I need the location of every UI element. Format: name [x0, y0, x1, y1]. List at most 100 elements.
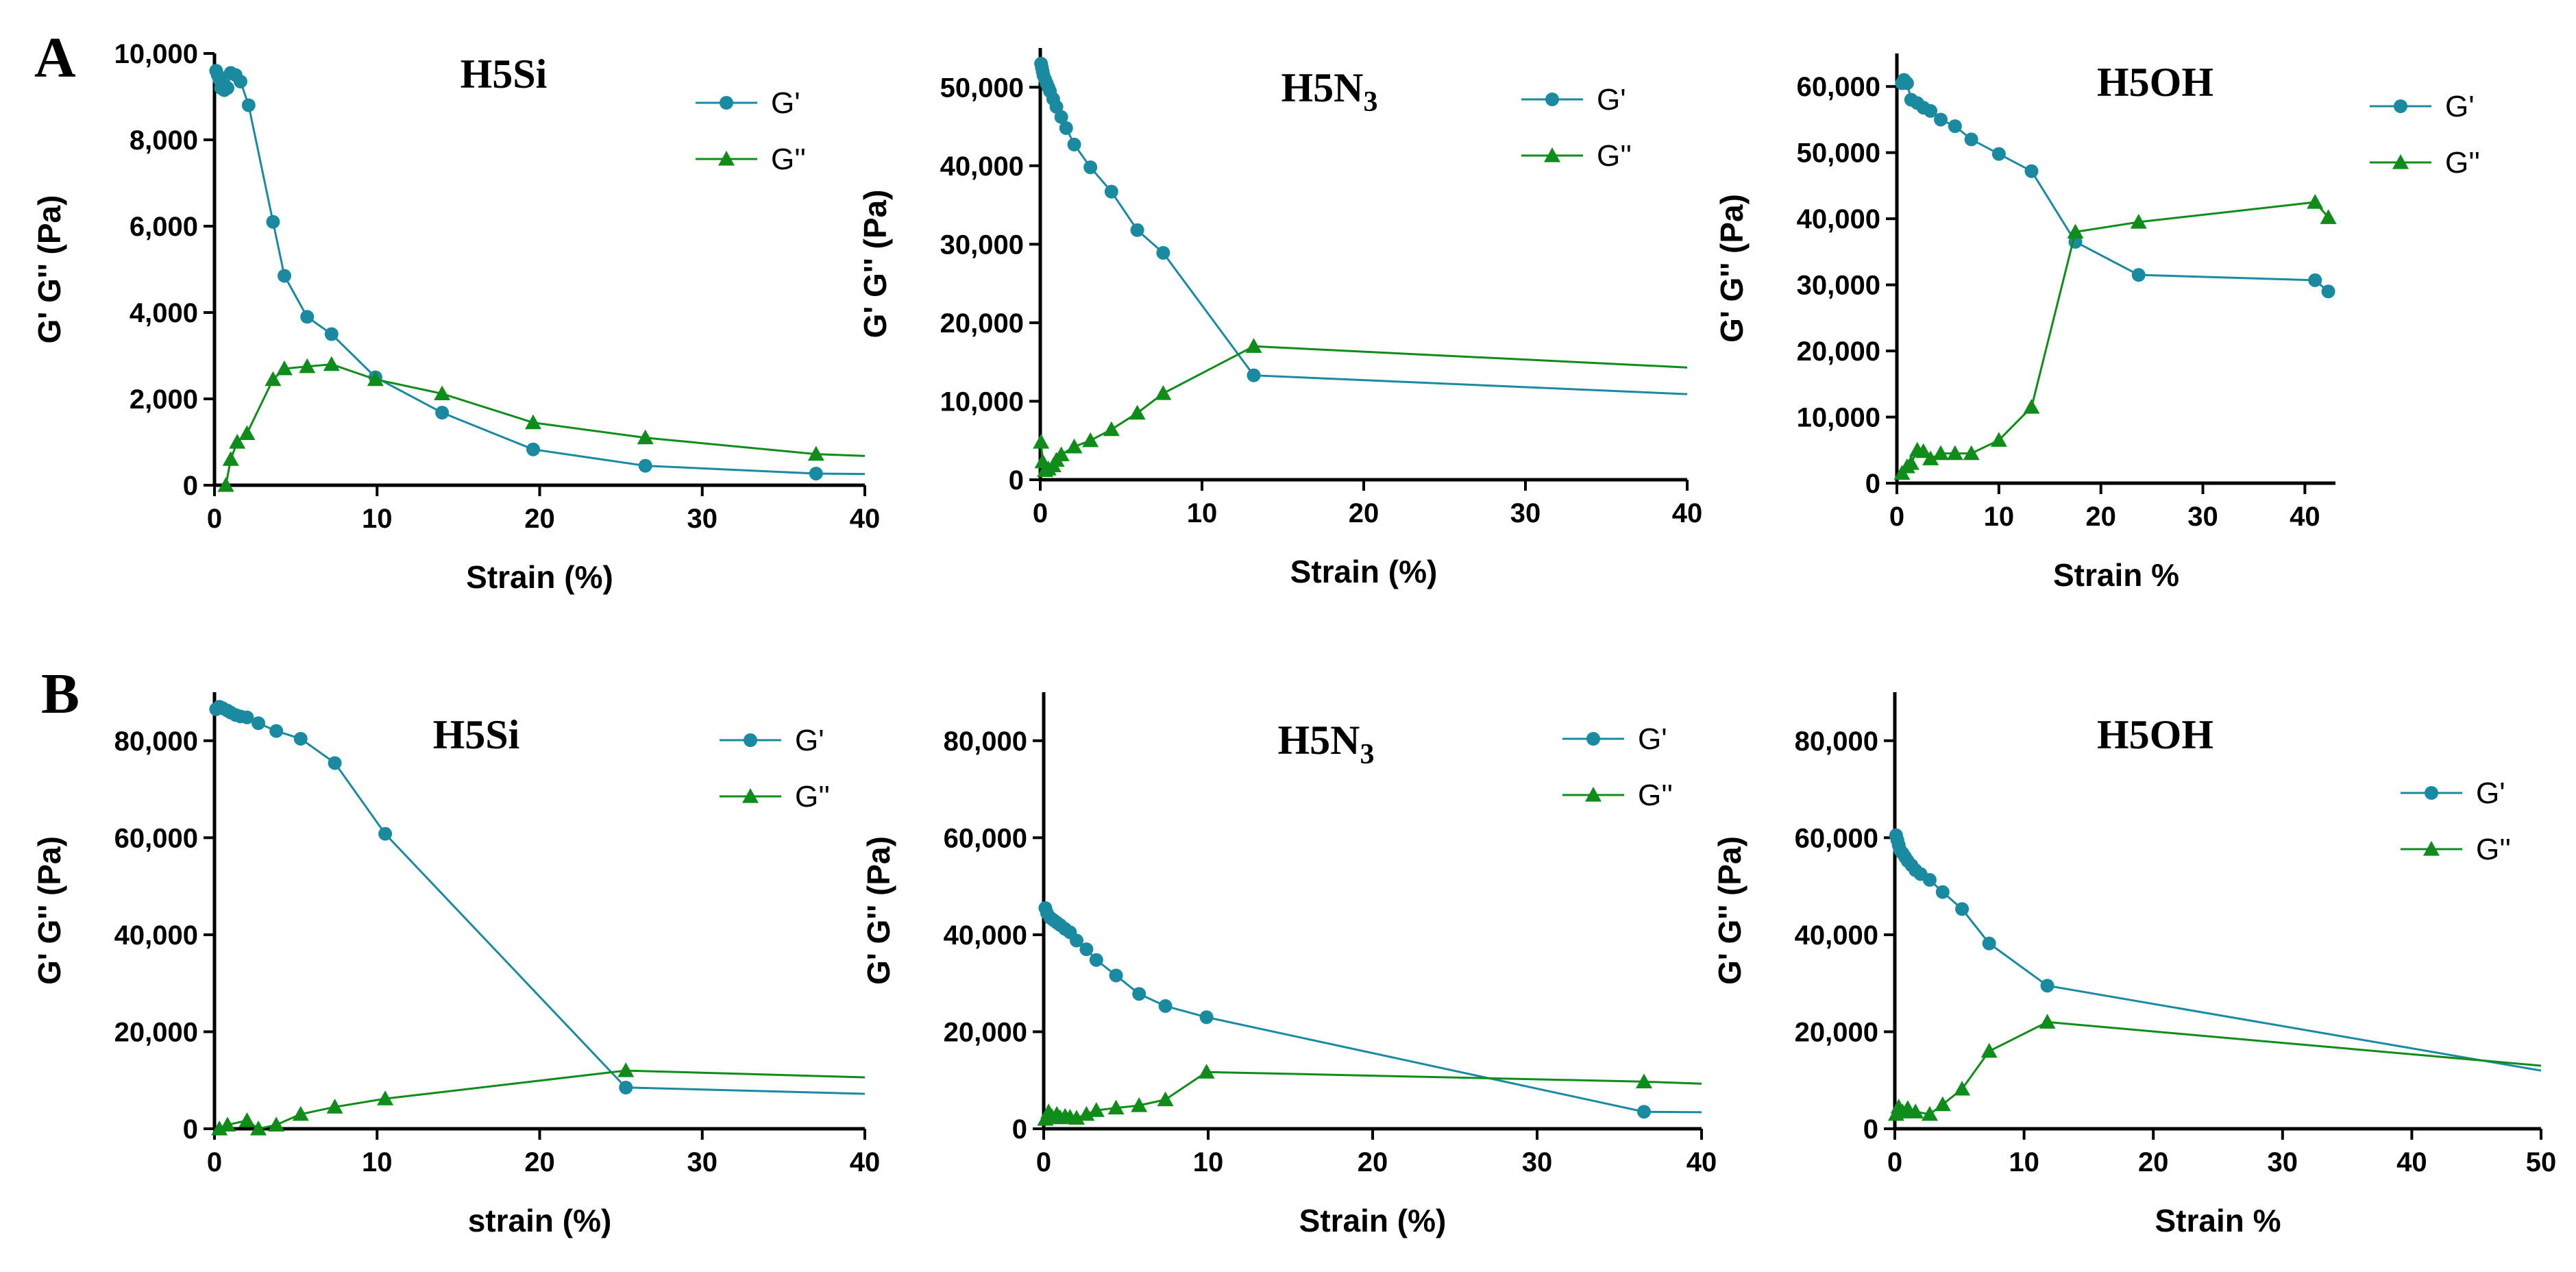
y-tick-label: 20,000	[944, 1017, 1027, 1047]
data-point	[1131, 1097, 1148, 1112]
chart-title: H5Si	[461, 51, 548, 97]
data-point	[328, 756, 342, 770]
data-point	[222, 451, 239, 466]
y-tick-label: 6,000	[130, 212, 198, 242]
data-point	[1103, 421, 1120, 437]
y-tick-label: 40,000	[1797, 204, 1880, 234]
data-point	[1948, 119, 1962, 134]
series-gprime	[1889, 828, 2542, 1072]
y-tick-label: 60,000	[114, 823, 198, 853]
data-point	[1089, 953, 1103, 967]
x-tick-label: 30	[1510, 498, 1541, 528]
legend-marker	[1544, 147, 1560, 162]
data-point	[1922, 872, 1937, 887]
data-point	[1049, 99, 1064, 114]
y-tick-label: 10,000	[1797, 403, 1880, 433]
legend-label: G''	[1597, 139, 1632, 173]
data-point	[2308, 273, 2322, 287]
data-point	[1924, 103, 1938, 118]
data-point	[638, 458, 652, 473]
x-axis-label: Strain (%)	[1290, 554, 1438, 589]
y-tick-label: 30,000	[940, 230, 1024, 260]
data-point	[1933, 445, 1949, 461]
x-tick-label: 50	[2526, 1147, 2557, 1177]
y-tick-label: 40,000	[1795, 920, 1878, 951]
legend-marker	[718, 151, 735, 166]
data-point	[1922, 450, 1939, 465]
chart-title: H5N3	[1281, 65, 1378, 118]
data-point	[250, 1121, 267, 1136]
legend-marker	[2423, 841, 2440, 856]
data-point	[1132, 987, 1146, 1001]
x-axis-label: Strain (%)	[466, 559, 613, 595]
data-point	[378, 827, 393, 841]
data-point	[526, 442, 541, 456]
data-point	[1088, 1102, 1105, 1117]
chart-2: 0 10 20 30 40 0 10,000 20,000 30,000 40,000 50,000…	[857, 48, 1702, 589]
series-line	[1895, 835, 2542, 1072]
y-tick-label: 2,000	[130, 384, 198, 415]
data-point	[1130, 223, 1144, 237]
series-gdouble	[211, 1062, 866, 1136]
data-point	[293, 731, 308, 746]
y-tick-label: 10,000	[940, 387, 1024, 417]
y-tick-label: 20,000	[1795, 1017, 1878, 1047]
series-line	[214, 70, 866, 476]
series-line	[1901, 201, 2329, 474]
legend-marker	[1545, 93, 1559, 106]
data-point	[809, 466, 823, 480]
data-point	[1902, 455, 1919, 470]
legend-marker	[720, 96, 733, 110]
data-point	[1059, 121, 1073, 135]
legend-marker	[744, 733, 757, 747]
data-point	[241, 98, 256, 112]
data-point	[266, 215, 280, 229]
legend-label: G''	[1638, 779, 1673, 812]
x-tick-label: 20	[1358, 1147, 1388, 1177]
data-point	[252, 716, 266, 731]
data-point	[367, 371, 384, 387]
y-axis-label: G' G'' (Pa)	[857, 190, 893, 339]
data-point	[1921, 1105, 1938, 1121]
data-point	[238, 425, 256, 440]
data-point	[1637, 1105, 1651, 1119]
data-point	[1900, 76, 1914, 90]
series-gprime	[209, 700, 866, 1095]
data-point	[1033, 434, 1050, 449]
charts-group: 0 10 20 30 4002,0004,0006,0008,00010,000Stra…	[32, 39, 2556, 1238]
series-line	[225, 363, 866, 486]
data-point	[1078, 1105, 1095, 1121]
chart-5: 0 10 20 30 40 0 20,000 40,000 60,000 80,000 Strain…	[861, 692, 1717, 1238]
data-point	[637, 429, 654, 445]
y-tick-label: 0	[1009, 465, 1024, 496]
data-point	[1982, 936, 1996, 951]
legend-label: G''	[2476, 833, 2511, 866]
series-gprime	[1038, 901, 1702, 1119]
x-tick-label: 20	[524, 1147, 555, 1177]
data-point	[220, 81, 234, 95]
data-point	[434, 385, 451, 401]
y-tick-label: 8,000	[130, 125, 198, 156]
x-tick-label: 30	[2187, 502, 2218, 532]
data-point	[1199, 1010, 1214, 1025]
y-tick-label: 30,000	[1797, 271, 1880, 301]
y-tick-label: 50,000	[940, 73, 1024, 103]
data-point	[1963, 445, 1980, 461]
data-point	[324, 327, 339, 341]
legend-marker	[2394, 99, 2407, 113]
x-tick-label: 20	[2138, 1147, 2169, 1177]
data-point	[265, 371, 282, 387]
legend-label: G'	[2476, 776, 2505, 810]
legend-label: G'	[795, 724, 824, 757]
data-point	[1946, 445, 1963, 461]
data-point	[1990, 432, 2007, 447]
data-point	[1079, 942, 1094, 957]
series-gdouble	[1037, 1064, 1702, 1126]
data-point	[2023, 399, 2040, 414]
data-point	[240, 710, 254, 724]
chart-title: H5N3	[1278, 718, 1375, 770]
y-axis-label: G' G'' (Pa)	[32, 836, 67, 985]
y-tick-label: 80,000	[114, 726, 198, 757]
y-tick-label: 20,000	[114, 1017, 198, 1047]
x-tick-label: 10	[1187, 498, 1218, 528]
